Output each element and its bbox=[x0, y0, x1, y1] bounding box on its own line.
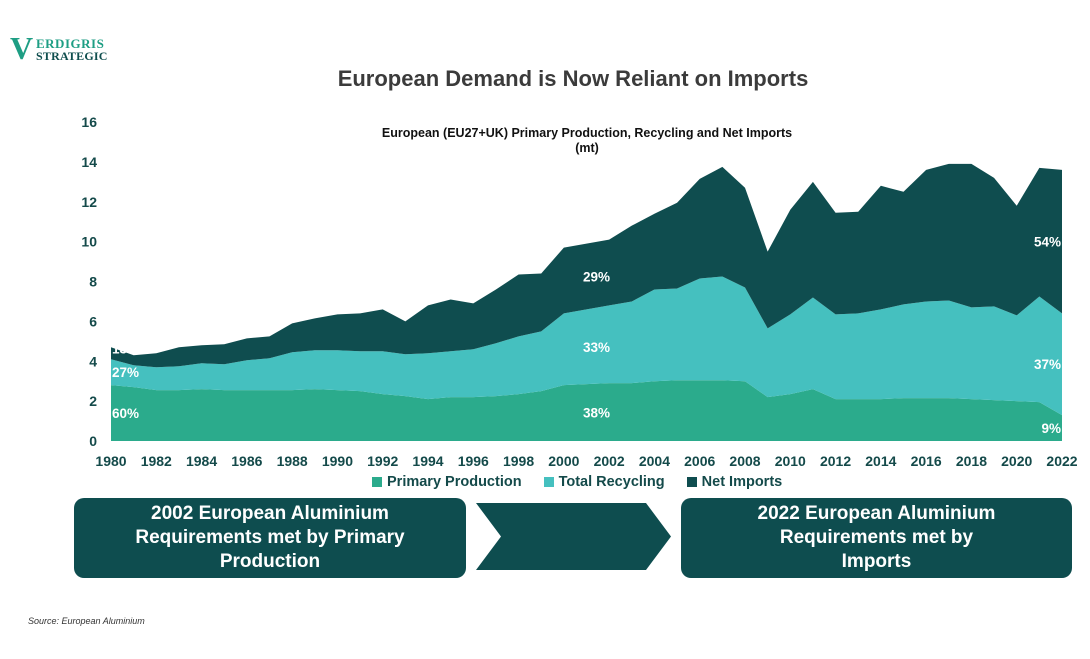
legend-item-imports: Net Imports bbox=[686, 474, 783, 490]
x-tick-label: 2022 bbox=[1046, 453, 1077, 469]
legend-label-recycling: Total Recycling bbox=[558, 474, 665, 490]
y-tick-label: 0 bbox=[89, 433, 97, 449]
x-tick-label: 2004 bbox=[639, 453, 670, 469]
y-tick-label: 10 bbox=[81, 234, 97, 250]
summary-box-2002: 2002 European Aluminium Requirements met… bbox=[74, 498, 466, 578]
percent-label: 33% bbox=[583, 340, 610, 355]
legend-item-primary: Primary Production bbox=[372, 474, 522, 490]
page-title: European Demand is Now Reliant on Import… bbox=[337, 66, 809, 91]
x-tick-label: 2020 bbox=[1001, 453, 1032, 469]
x-tick-label: 1984 bbox=[186, 453, 217, 469]
company-logo: V ERDIGRIS STRATEGIC bbox=[10, 30, 120, 66]
logo-line-2: STRATEGIC bbox=[36, 49, 108, 63]
y-tick-label: 2 bbox=[89, 393, 97, 409]
legend-label-primary: Primary Production bbox=[387, 474, 522, 490]
percent-label: 54% bbox=[1034, 235, 1061, 250]
x-tick-label: 1992 bbox=[367, 453, 398, 469]
y-tick-label: 8 bbox=[89, 274, 97, 290]
y-tick-label: 12 bbox=[81, 194, 97, 210]
area-total-recycling bbox=[111, 276, 1062, 416]
x-tick-label: 2000 bbox=[548, 453, 579, 469]
y-tick-label: 6 bbox=[89, 313, 97, 329]
chart-title: European (EU27+UK) Primary Production, R… bbox=[382, 126, 792, 140]
x-tick-label: 2006 bbox=[684, 453, 715, 469]
percent-label: 37% bbox=[1034, 357, 1061, 372]
summary-box-2022: 2022 European Aluminium Requirements met… bbox=[681, 498, 1072, 578]
x-tick-label: 2008 bbox=[729, 453, 760, 469]
percent-label: 60% bbox=[112, 406, 139, 421]
y-tick-label: 14 bbox=[81, 154, 97, 170]
percent-label: 29% bbox=[583, 270, 610, 285]
x-tick-label: 1994 bbox=[412, 453, 443, 469]
y-tick-label: 16 bbox=[81, 114, 97, 130]
percent-label: 9% bbox=[1041, 421, 1061, 436]
x-tick-label: 2002 bbox=[594, 453, 625, 469]
percent-label: 13% bbox=[112, 341, 139, 356]
x-tick-label: 2016 bbox=[911, 453, 942, 469]
legend-item-recycling: Total Recycling bbox=[543, 474, 665, 490]
x-tick-label: 2012 bbox=[820, 453, 851, 469]
y-tick-label: 4 bbox=[89, 353, 97, 369]
x-tick-label: 2014 bbox=[865, 453, 896, 469]
percent-label: 27% bbox=[112, 365, 139, 380]
x-tick-label: 1996 bbox=[458, 453, 489, 469]
x-tick-label: 1988 bbox=[277, 453, 308, 469]
legend-swatch-primary bbox=[372, 477, 382, 487]
logo-initial: V bbox=[10, 30, 34, 66]
x-tick-label: 1990 bbox=[322, 453, 353, 469]
area-net-imports bbox=[111, 163, 1062, 368]
chart-subtitle: (mt) bbox=[575, 141, 599, 155]
area-primary-production bbox=[111, 380, 1062, 441]
legend-swatch-recycling bbox=[543, 477, 554, 487]
x-tick-label: 1980 bbox=[95, 453, 126, 469]
legend-swatch-imports bbox=[686, 477, 697, 487]
chevron-arrow-icon bbox=[476, 503, 671, 570]
x-tick-label: 2010 bbox=[775, 453, 806, 469]
percent-label: 38% bbox=[583, 406, 610, 421]
x-tick-label: 1986 bbox=[231, 453, 262, 469]
chart-legend: Primary Production Total Recycling Net I… bbox=[372, 474, 782, 490]
x-tick-label: 1998 bbox=[503, 453, 534, 469]
legend-label-imports: Net Imports bbox=[701, 474, 783, 490]
logo-line-1: ERDIGRIS bbox=[36, 36, 105, 51]
x-tick-label: 2018 bbox=[956, 453, 987, 469]
x-tick-label: 1982 bbox=[141, 453, 172, 469]
source-note: Source: European Aluminium bbox=[28, 616, 145, 626]
